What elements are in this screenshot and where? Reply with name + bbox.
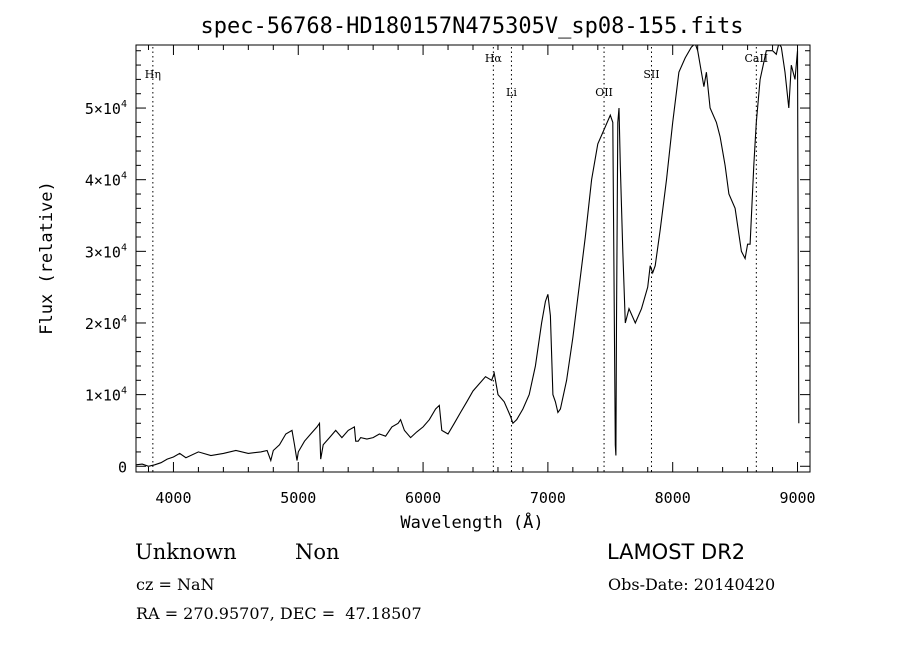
chart-marks: Hη Hα Li OII SII CaII 4000 5000 6000 7000 8000 9000… bbox=[85, 44, 816, 507]
y-axis-label: Flux (relative) bbox=[37, 181, 57, 335]
coordinates-text: RA = 270.95707, DEC = 47.18507 bbox=[136, 604, 422, 623]
line-label: OII bbox=[595, 86, 613, 99]
y-tick-label: 4×104 bbox=[85, 171, 127, 190]
obs-date-text: Obs-Date: 20140420 bbox=[608, 575, 776, 594]
class-label: Unknown bbox=[135, 540, 237, 564]
y-tick-label: 0 bbox=[118, 458, 127, 476]
spectrum-line bbox=[136, 45, 800, 467]
line-label: Hη bbox=[145, 68, 161, 81]
subclass-label: Non bbox=[295, 540, 340, 564]
chart-title: spec-56768-HD180157N475305V_sp08-155.fit… bbox=[200, 14, 743, 39]
redshift-text: cz = NaN bbox=[136, 575, 215, 594]
survey-label: LAMOST DR2 bbox=[607, 540, 746, 564]
plot-frame bbox=[135, 44, 811, 473]
x-tick-label: 9000 bbox=[779, 489, 815, 507]
y-tick-label: 5×104 bbox=[85, 99, 127, 118]
x-tick-label: 8000 bbox=[655, 489, 691, 507]
x-tick-label: 5000 bbox=[280, 489, 316, 507]
x-tick-label: 6000 bbox=[405, 489, 441, 507]
y-tick-label: 2×104 bbox=[85, 314, 127, 333]
y-tick-label: 3×104 bbox=[85, 242, 127, 261]
y-tick-label: 1×104 bbox=[85, 386, 127, 405]
x-tick-label: 7000 bbox=[530, 489, 566, 507]
line-label: Li bbox=[506, 86, 517, 99]
line-label: CaII bbox=[744, 52, 768, 65]
line-label: Hα bbox=[485, 52, 503, 65]
x-axis-label: Wavelength (Å) bbox=[400, 511, 543, 533]
x-tick-label: 4000 bbox=[155, 489, 191, 507]
line-label: SII bbox=[643, 68, 659, 81]
